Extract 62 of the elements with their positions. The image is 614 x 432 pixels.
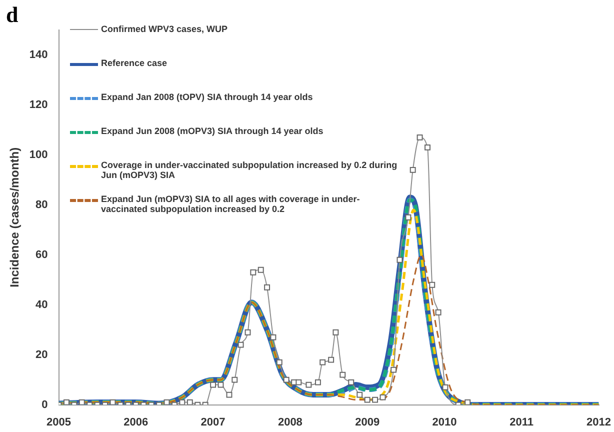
y-tick-label: 20 <box>36 348 48 361</box>
point <box>429 282 436 288</box>
legend-label: Expand Jun 2008 (mOPV3) SIA through 14 year olds <box>101 126 324 136</box>
x-tick-label: 2005 <box>46 416 71 428</box>
point <box>416 134 423 140</box>
text: d <box>6 2 18 28</box>
point <box>390 366 397 373</box>
y-tick-label: 0 <box>42 398 48 411</box>
point <box>218 382 224 388</box>
y-tick-label: 120 <box>29 98 48 111</box>
point <box>328 356 334 363</box>
legend-label: Coverage in under-vaccinated subpopulation increased by 0.2 during Jun (mOPV3) SIA <box>101 160 398 180</box>
legend-label: Reference case <box>101 58 168 68</box>
point <box>410 166 416 173</box>
legend-label: Expand Jun (mOPV3) SIA to all ages with coverage in under-vaccinated subpopulation increased by 0.2 <box>101 194 361 214</box>
y-tick-label: 100 <box>29 148 48 161</box>
legend-label: Confirmed WPV3 cases, WUP <box>101 24 228 34</box>
x-tick-label: 2007 <box>200 416 226 428</box>
point <box>78 399 85 405</box>
x-tick-label: 2009 <box>355 416 380 428</box>
point <box>424 144 430 150</box>
point <box>276 359 282 366</box>
point <box>435 309 442 316</box>
point <box>332 329 339 336</box>
point <box>63 399 70 405</box>
point <box>464 399 471 405</box>
x-tick-label: 2008 <box>278 416 302 428</box>
point <box>258 266 264 273</box>
point <box>244 329 251 336</box>
x-tick-label: 2006 <box>124 416 148 428</box>
point <box>210 382 216 388</box>
point <box>283 376 290 383</box>
point <box>250 269 256 276</box>
point <box>396 256 403 263</box>
point <box>179 399 186 405</box>
y-axis-title: Incidence (cases/month) <box>8 147 22 288</box>
x-tick-label: 2012 <box>586 416 612 428</box>
point <box>405 214 412 220</box>
x-tick-label: 2010 <box>432 416 457 428</box>
x-tick-label: 2011 <box>510 416 534 428</box>
point <box>232 376 238 383</box>
point <box>226 392 232 398</box>
y-tick-label: 80 <box>36 198 48 211</box>
point <box>320 359 326 366</box>
point <box>306 382 312 388</box>
point <box>264 284 270 290</box>
point <box>372 396 378 403</box>
point <box>348 379 354 386</box>
point <box>270 334 276 340</box>
y-tick-label: 60 <box>36 248 48 261</box>
point <box>380 394 386 400</box>
legend-label: Expand Jan 2008 (tOPV) SIA through 14 year olds <box>101 92 313 102</box>
point <box>442 384 448 390</box>
point <box>364 396 370 403</box>
point <box>296 379 302 386</box>
y-tick-label: 40 <box>36 298 48 311</box>
point <box>356 392 363 398</box>
point <box>314 379 321 386</box>
point <box>340 372 346 378</box>
point <box>186 399 193 405</box>
point <box>238 342 244 348</box>
y-tick-label: 140 <box>29 49 48 62</box>
